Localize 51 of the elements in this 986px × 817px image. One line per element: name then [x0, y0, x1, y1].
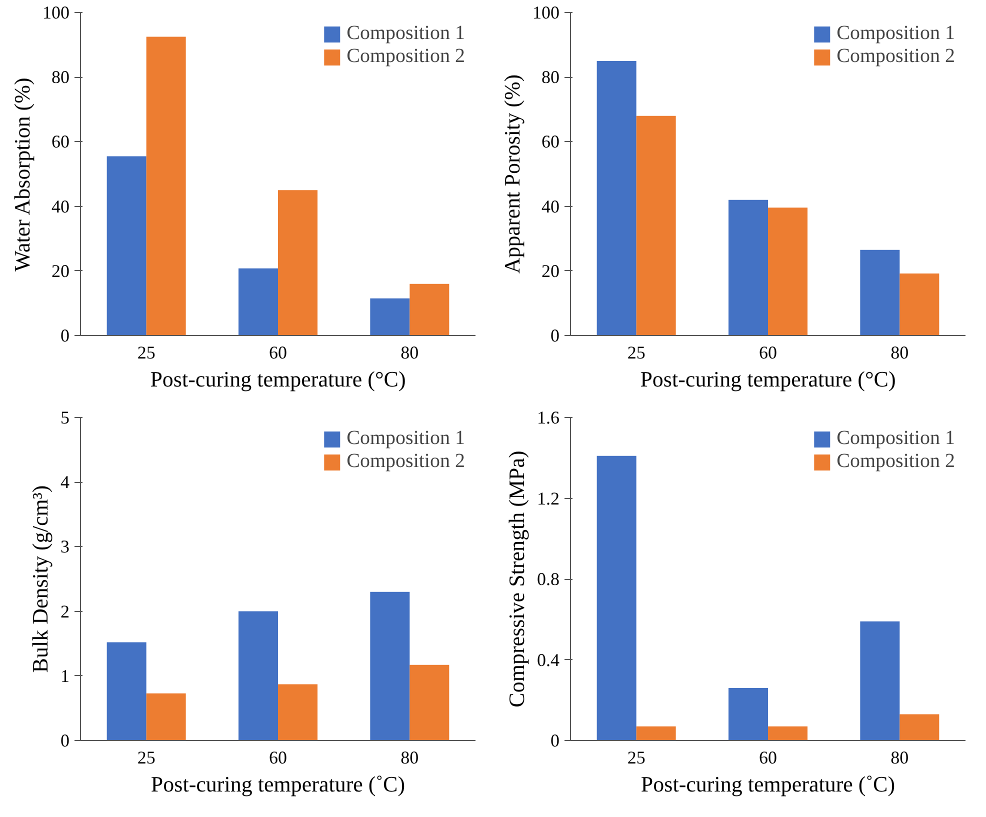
- x-tick-label: 25: [137, 748, 156, 768]
- x-tick-label: 80: [890, 342, 909, 362]
- x-tick-label: 25: [137, 342, 156, 362]
- y-tick-label: 60: [542, 132, 560, 152]
- y-tick-label: 20: [542, 260, 560, 281]
- y-axis-title: Apparent Porosity (%): [500, 74, 524, 274]
- x-tick-label: 60: [269, 342, 287, 362]
- y-tick-label: 40: [52, 196, 70, 216]
- legend-label: Composition 1: [836, 22, 955, 45]
- x-tick-label: 60: [759, 342, 777, 362]
- x-tick-label: 60: [269, 748, 287, 768]
- y-tick-label: 1: [60, 666, 70, 686]
- y-axis-title: Bulk Density (g/cm³): [28, 485, 52, 673]
- y-tick-label: 2: [60, 601, 70, 622]
- y-tick-label: 20: [52, 260, 70, 281]
- y-tick-label: 80: [542, 67, 560, 88]
- x-axis-title: Post-curing temperature (°C): [150, 366, 406, 392]
- y-tick-label: 100: [42, 2, 70, 22]
- y-tick-label: 0: [550, 730, 560, 750]
- y-tick-label: 3: [60, 536, 70, 557]
- x-tick-label: 25: [627, 748, 646, 768]
- x-tick-label: 60: [759, 748, 777, 768]
- y-tick-label: 4: [60, 472, 70, 492]
- x-tick-label: 80: [400, 748, 419, 768]
- y-tick-label: 80: [52, 67, 70, 88]
- y-tick-label: 0: [60, 730, 70, 750]
- legend-label: Composition 2: [346, 450, 465, 473]
- y-tick-label: 1.2: [537, 488, 560, 508]
- y-tick-label: 0.8: [537, 569, 560, 589]
- x-axis-title: Post-curing temperature (˚C): [640, 772, 896, 796]
- x-tick-label: 80: [400, 342, 419, 362]
- y-tick-label: 0: [550, 326, 560, 346]
- y-tick-label: 5: [60, 408, 70, 428]
- y-tick-label: 100: [532, 2, 560, 22]
- y-tick-label: 0.4: [537, 650, 560, 670]
- y-axis-title: Water Absorption (%): [10, 78, 34, 272]
- y-tick-label: 60: [52, 132, 70, 152]
- y-axis-title: Compressive Strength (MPa): [504, 450, 529, 708]
- y-tick-label: 40: [542, 196, 560, 216]
- legend-label: Composition 1: [346, 22, 465, 45]
- legend-label: Composition 2: [346, 45, 465, 68]
- legend-label: Composition 2: [836, 450, 955, 473]
- legend-label: Composition 1: [836, 427, 955, 450]
- legend-label: Composition 1: [346, 427, 465, 450]
- x-axis-title: Post-curing temperature (˚C): [150, 772, 406, 796]
- x-tick-label: 25: [627, 342, 646, 362]
- legend-label: Composition 2: [836, 45, 955, 68]
- x-axis-title: Post-curing temperature (°C): [640, 366, 896, 392]
- x-tick-label: 80: [890, 748, 909, 768]
- y-tick-label: 0: [60, 326, 70, 346]
- y-tick-label: 1.6: [537, 408, 560, 428]
